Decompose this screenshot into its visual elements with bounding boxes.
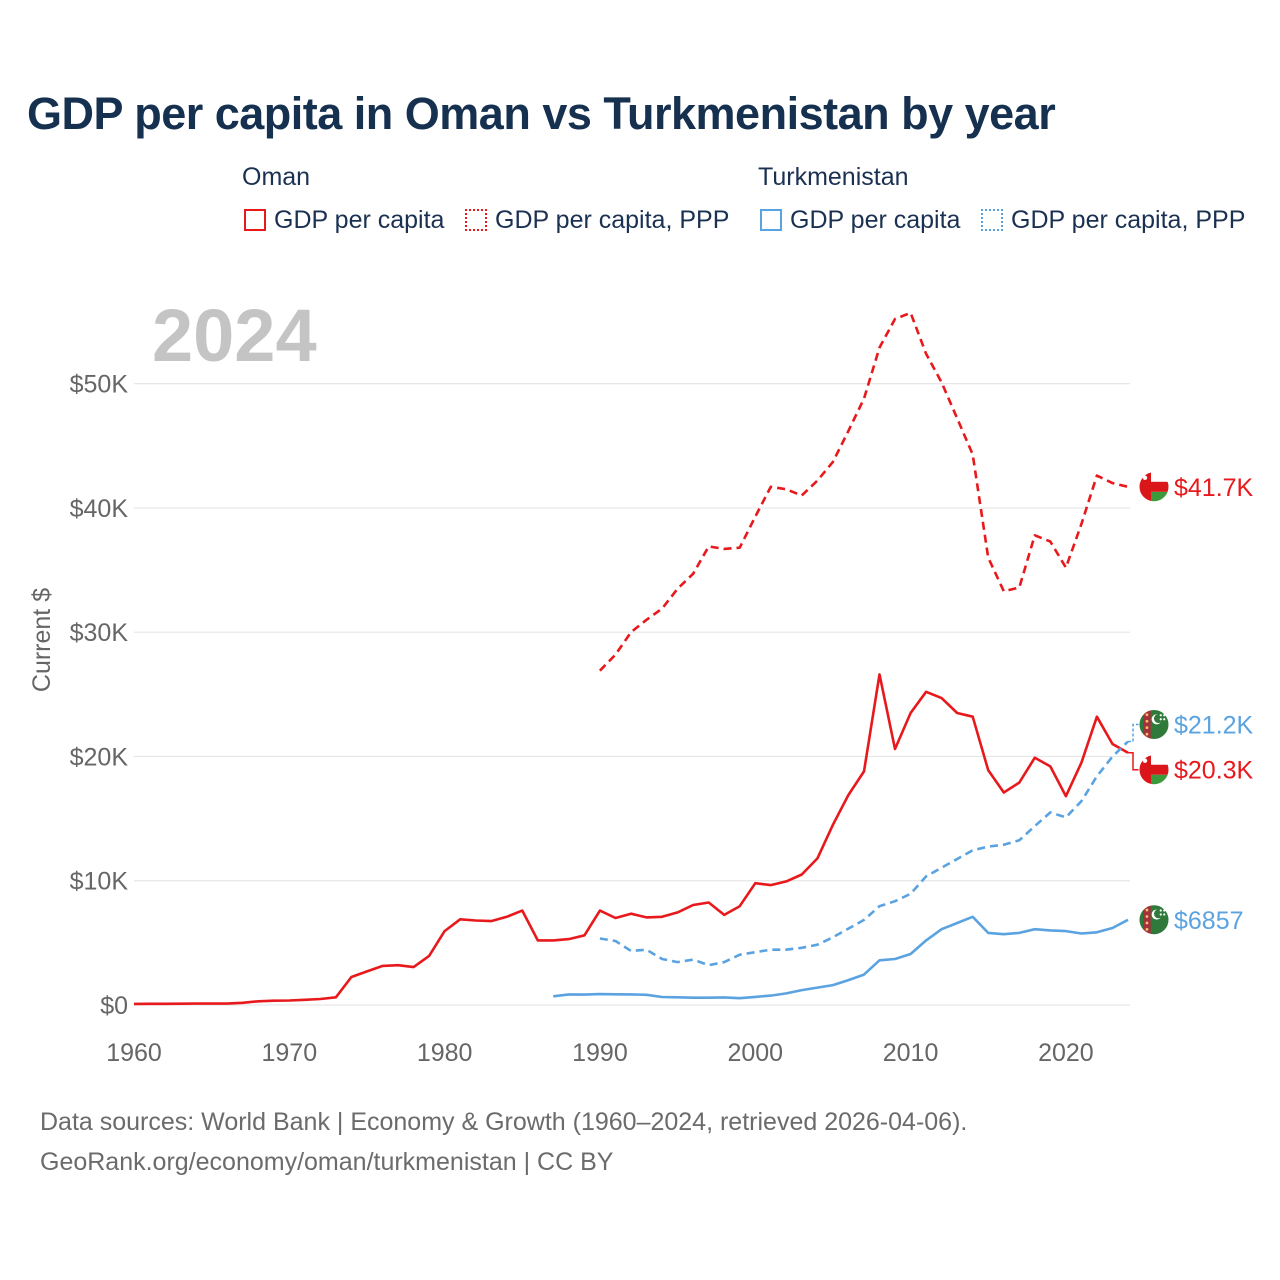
end-marker-turkmenistan: $6857 xyxy=(1138,904,1244,936)
y-tick-label: $10K xyxy=(70,868,129,896)
x-tick-label: 1960 xyxy=(106,1039,162,1067)
x-tick-label: 2000 xyxy=(727,1039,783,1067)
y-tick-label: $40K xyxy=(70,495,129,523)
legend-swatch-solid xyxy=(760,209,782,231)
series-line-turkmenistan-solid xyxy=(553,915,1129,1000)
x-tick-label: 1980 xyxy=(417,1039,473,1067)
x-tick-label: 1990 xyxy=(572,1039,628,1067)
legend-item-turkmenistan-ppp[interactable]: GDP per capita, PPP xyxy=(981,205,1245,235)
series-line-turkmenistan-dashed xyxy=(599,740,1129,967)
legend-swatch-dotted xyxy=(465,209,487,231)
end-marker-oman: $41.7K xyxy=(1138,471,1254,503)
chart-title: GDP per capita in Oman vs Turkmenistan b… xyxy=(27,88,1056,139)
legend-item-oman-gdp[interactable]: GDP per capita xyxy=(244,205,444,235)
turkmenistan-flag-icon xyxy=(1138,709,1170,741)
y-tick-label: $50K xyxy=(70,371,129,399)
x-tick-label: 1970 xyxy=(262,1039,318,1067)
legend-item-oman-ppp[interactable]: GDP per capita, PPP xyxy=(465,205,729,235)
legend-label: GDP per capita, PPP xyxy=(1011,205,1246,234)
series-line-oman-solid xyxy=(133,673,1129,1006)
end-value-label: $21.2K xyxy=(1174,712,1254,740)
legend-group-oman: Oman xyxy=(242,163,311,191)
end-marker-turkmenistan: $21.2K xyxy=(1128,709,1254,743)
legend-group-turkmenistan: Turkmenistan xyxy=(758,163,909,191)
legend-label: GDP per capita xyxy=(274,205,445,234)
legend-swatch-dotted xyxy=(981,209,1003,231)
end-value-label: $6857 xyxy=(1174,907,1244,935)
y-tick-label: $20K xyxy=(70,743,129,771)
y-tick-label: $0 xyxy=(100,992,128,1020)
end-marker-oman: $20.3K xyxy=(1128,751,1254,786)
end-value-label: $20.3K xyxy=(1174,757,1254,785)
footer-sources: Data sources: World Bank | Economy & Gro… xyxy=(40,1108,968,1136)
x-tick-label: 2020 xyxy=(1038,1039,1094,1067)
legend-item-turkmenistan-gdp[interactable]: GDP per capita xyxy=(760,205,960,235)
x-tick-label: 2010 xyxy=(883,1039,939,1067)
legend-label: GDP per capita xyxy=(790,205,961,234)
turkmenistan-flag-icon xyxy=(1138,904,1170,936)
year-watermark: 2024 xyxy=(152,294,317,377)
legend-label: GDP per capita, PPP xyxy=(495,205,730,234)
oman-flag-icon xyxy=(1138,754,1170,786)
end-value-label: $41.7K xyxy=(1174,474,1254,502)
series-line-oman-dashed xyxy=(598,311,1129,672)
footer-attribution[interactable]: GeoRank.org/economy/oman/turkmenistan | … xyxy=(40,1148,614,1176)
oman-flag-icon xyxy=(1138,471,1170,503)
y-tick-label: $30K xyxy=(70,619,129,647)
legend-swatch-solid xyxy=(244,209,266,231)
y-axis-label: Current $ xyxy=(28,588,56,692)
